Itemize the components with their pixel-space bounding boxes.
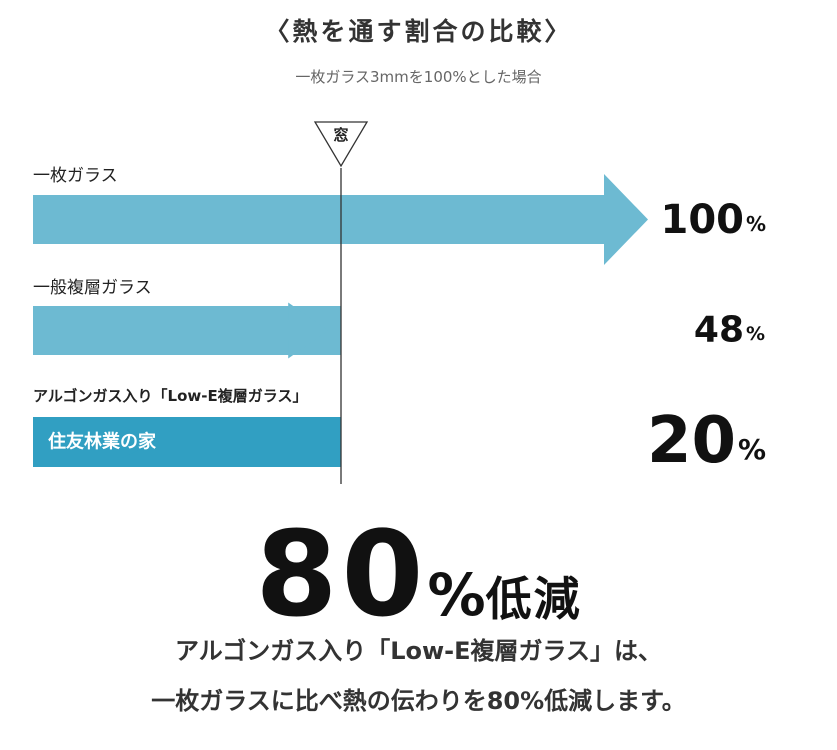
bar-value-2: 48	[694, 310, 744, 351]
window-marker-label: 窓	[333, 126, 348, 144]
bar-label-3: アルゴンガス入り「Low-E複層ガラス」	[33, 387, 307, 405]
bar-unit-1: %	[746, 212, 766, 236]
bar-label-1: 一枚ガラス	[33, 166, 118, 186]
comparison-chart: 一枚ガラス 100 % 一般複層ガラス 48 % アルゴンガス入り「Low-E複層ガラス」 2…	[33, 121, 766, 484]
bar-value-3: 20	[647, 404, 736, 478]
bar-3-arrow	[122, 426, 341, 458]
bar-label-2: 一般複層ガラス	[33, 278, 152, 298]
bar-2-arrow	[288, 302, 341, 359]
bar-unit-2: %	[746, 323, 765, 345]
reduction-word: 低減	[485, 572, 582, 626]
chart-subtitle: 一枚ガラス3mmを100%とした場合	[295, 68, 542, 86]
chart-title: 〈熱を通す割合の比較〉	[264, 17, 573, 46]
reduction-number: 80	[255, 505, 428, 643]
inset-label: 住友林業の家	[48, 431, 157, 453]
bar-value-1: 100	[661, 197, 745, 243]
window-marker	[313, 121, 369, 168]
bar-unit-3: %	[738, 433, 766, 466]
reduction-headline: 80%低減	[0, 505, 837, 643]
description-line-1: アルゴンガス入り「Low-E複層ガラス」は、	[174, 637, 663, 665]
description-line-2: 一枚ガラスに比べ熱の伝わりを80%低減します。	[151, 687, 686, 715]
reduction-unit: %	[427, 561, 486, 629]
